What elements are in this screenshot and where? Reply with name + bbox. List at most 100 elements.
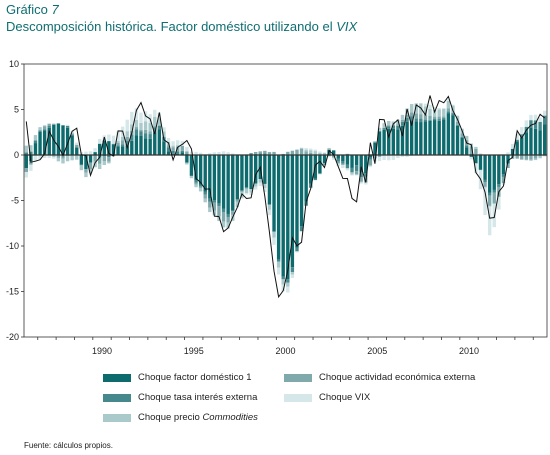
bar-tasa [336, 158, 340, 162]
bar-domestico [212, 155, 217, 201]
bar-commodities [162, 131, 166, 137]
bar-actividad [451, 112, 455, 114]
bar-commodities [272, 231, 276, 238]
bar-domestico [510, 148, 515, 155]
bar-actividad [341, 163, 345, 165]
bar-vix [313, 149, 318, 152]
bar-commodities [198, 188, 203, 192]
bar-commodities [134, 119, 139, 128]
bar-commodities [208, 207, 212, 213]
bar-domestico [405, 121, 409, 155]
bar-domestico [263, 155, 267, 184]
bar-actividad [354, 171, 359, 175]
bar-domestico [33, 143, 38, 155]
bar-actividad [387, 125, 391, 127]
bar-actividad [304, 151, 308, 155]
bar-actividad [29, 161, 33, 165]
bar-vix [364, 182, 368, 185]
bar-tasa [414, 118, 418, 122]
bar-domestico [331, 150, 336, 155]
x-tick-label: 2010 [459, 346, 479, 356]
bar-vix [93, 148, 97, 153]
bar-actividad [501, 176, 506, 184]
bar-actividad [198, 186, 203, 189]
bar-domestico [506, 155, 510, 164]
bar-actividad [396, 124, 400, 126]
bar-actividad [194, 182, 198, 185]
bar-vix [538, 117, 542, 122]
bar-commodities [93, 161, 97, 168]
bar-commodities [157, 118, 162, 126]
bar-tasa [299, 226, 304, 232]
bar-domestico [276, 155, 281, 260]
bar-actividad [134, 127, 139, 130]
bar-domestico [318, 155, 322, 174]
bar-domestico [249, 155, 253, 190]
bar-vix [240, 197, 244, 199]
bar-domestico [107, 141, 111, 155]
bar-commodities [465, 135, 469, 141]
bar-tasa [538, 121, 542, 131]
bar-domestico [515, 141, 519, 155]
bar-actividad [208, 201, 212, 208]
bar-actividad [107, 157, 111, 162]
bar-actividad [419, 114, 423, 119]
legend-label-commodities-em: Commodities [202, 412, 258, 423]
bar-actividad [61, 155, 65, 159]
bar-commodities [42, 125, 47, 127]
bar-tasa [198, 184, 203, 187]
bar-domestico [451, 115, 455, 155]
bar-commodities [276, 261, 281, 268]
bar-actividad [460, 133, 464, 137]
bar-domestico [244, 155, 249, 188]
bar-tasa [42, 129, 47, 131]
bar-commodities [143, 121, 148, 130]
bar-commodities [437, 109, 441, 117]
bar-domestico [198, 155, 203, 185]
bar-domestico [432, 120, 437, 155]
bar-vix [497, 196, 501, 210]
legend-item-tasa: Choque tasa interés externa [103, 392, 257, 403]
bar-actividad [414, 113, 418, 119]
bar-vix [221, 151, 226, 155]
bar-tasa [217, 203, 221, 207]
chart-title-em: VIX [336, 19, 358, 34]
bar-tasa [497, 184, 501, 187]
bar-domestico [180, 152, 184, 155]
bar-domestico [139, 135, 143, 155]
bar-vix [185, 147, 189, 152]
bar-tasa [354, 165, 359, 172]
bar-domestico [524, 132, 529, 155]
bar-commodities [529, 159, 533, 161]
bar-vix [189, 151, 194, 155]
bar-actividad [506, 164, 510, 169]
bar-actividad [249, 153, 253, 154]
bar-actividad [42, 126, 47, 130]
bar-commodities [313, 151, 318, 155]
y-tick-label: -10 [6, 241, 19, 251]
chart-label-text: Gráfico [6, 2, 48, 17]
bar-domestico [442, 119, 446, 155]
bar-vix [543, 110, 547, 116]
bar-vix [405, 155, 409, 157]
x-tick-label: 1995 [184, 346, 204, 356]
bar-domestico [492, 155, 496, 190]
bar-commodities [171, 145, 175, 148]
bar-actividad [102, 156, 106, 162]
bar-vix [533, 114, 538, 121]
bar-actividad [139, 129, 143, 132]
bar-actividad [520, 155, 524, 160]
bar-domestico [65, 127, 70, 155]
bar-vix [253, 186, 258, 190]
bar-commodities [194, 184, 198, 188]
bar-domestico [446, 113, 451, 155]
bar-domestico [299, 155, 304, 227]
legend-item-domestico: Choque factor doméstico 1 [103, 372, 252, 383]
bar-vix [171, 141, 175, 146]
bar-vix [33, 155, 38, 162]
bar-tasa [364, 173, 368, 177]
bar-domestico [460, 137, 464, 155]
bar-vix [139, 112, 143, 123]
bar-tasa [529, 120, 533, 128]
legend-item-commodities: Choque precio Commodities [103, 412, 258, 423]
